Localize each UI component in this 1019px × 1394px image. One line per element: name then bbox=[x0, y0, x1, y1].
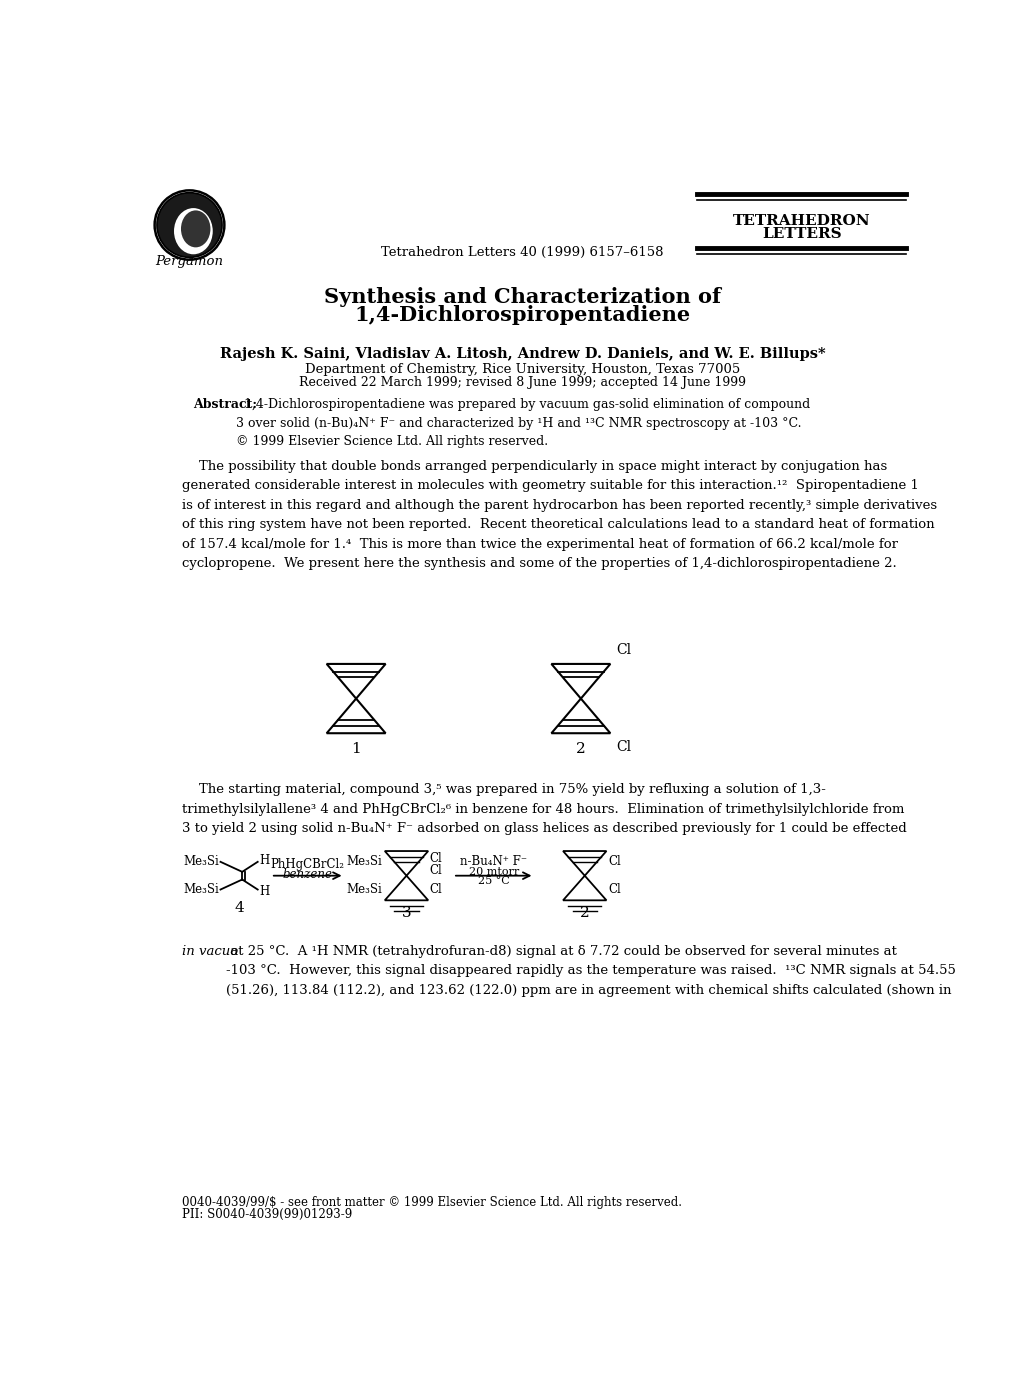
Text: Cl: Cl bbox=[615, 643, 631, 657]
Text: 1,4-Dichlorospiropentadiene was prepared by vacuum gas-solid elimination of comp: 1,4-Dichlorospiropentadiene was prepared… bbox=[235, 399, 809, 449]
Text: Cl: Cl bbox=[615, 740, 631, 754]
Text: PII: S0040-4039(99)01293-9: PII: S0040-4039(99)01293-9 bbox=[181, 1209, 352, 1221]
Text: benzene: benzene bbox=[282, 867, 332, 881]
Ellipse shape bbox=[157, 192, 222, 258]
Text: Pergamon: Pergamon bbox=[155, 255, 223, 268]
Text: Cl: Cl bbox=[429, 882, 442, 896]
Text: 2: 2 bbox=[576, 742, 585, 756]
Text: Tetrahedron Letters 40 (1999) 6157–6158: Tetrahedron Letters 40 (1999) 6157–6158 bbox=[381, 245, 663, 258]
Text: The possibility that double bonds arranged perpendicularly in space might intera: The possibility that double bonds arrang… bbox=[181, 460, 936, 570]
Text: Abstract:: Abstract: bbox=[194, 399, 257, 411]
Text: Department of Chemistry, Rice University, Houston, Texas 77005: Department of Chemistry, Rice University… bbox=[305, 364, 740, 376]
Text: 4: 4 bbox=[234, 901, 245, 914]
Text: n-Bu₄N⁺ F⁻: n-Bu₄N⁺ F⁻ bbox=[460, 856, 527, 868]
Text: H: H bbox=[259, 853, 269, 867]
Text: Me₃Si: Me₃Si bbox=[183, 882, 219, 896]
Text: 2: 2 bbox=[580, 906, 589, 920]
Text: 0040-4039/99/$ - see front matter © 1999 Elsevier Science Ltd. All rights reserv: 0040-4039/99/$ - see front matter © 1999… bbox=[181, 1196, 681, 1210]
Text: Me₃Si: Me₃Si bbox=[345, 882, 381, 896]
Text: Synthesis and Characterization of: Synthesis and Characterization of bbox=[324, 287, 720, 307]
Text: Cl: Cl bbox=[429, 852, 442, 866]
Text: Received 22 March 1999; revised 8 June 1999; accepted 14 June 1999: Received 22 March 1999; revised 8 June 1… bbox=[299, 375, 746, 389]
Text: 1: 1 bbox=[351, 742, 361, 756]
Text: 1,4-Dichlorospiropentadiene: 1,4-Dichlorospiropentadiene bbox=[355, 305, 690, 325]
Text: 20 mtorr: 20 mtorr bbox=[468, 867, 519, 877]
Text: Cl: Cl bbox=[607, 856, 621, 868]
Text: Me₃Si: Me₃Si bbox=[345, 856, 381, 868]
Text: 3: 3 bbox=[401, 906, 411, 920]
Text: PhHgCBrCl₂: PhHgCBrCl₂ bbox=[270, 859, 344, 871]
Text: H: H bbox=[259, 885, 269, 898]
Text: LETTERS: LETTERS bbox=[761, 227, 841, 241]
Ellipse shape bbox=[180, 210, 210, 247]
Text: 25 °C: 25 °C bbox=[477, 875, 510, 887]
Text: Cl: Cl bbox=[607, 882, 621, 896]
Text: in vacuo: in vacuo bbox=[181, 945, 237, 958]
Text: Cl: Cl bbox=[429, 864, 442, 877]
Ellipse shape bbox=[174, 208, 213, 254]
Text: Rajesh K. Saini, Vladislav A. Litosh, Andrew D. Daniels, and W. E. Billups*: Rajesh K. Saini, Vladislav A. Litosh, An… bbox=[220, 347, 824, 361]
Text: Me₃Si: Me₃Si bbox=[183, 856, 219, 868]
Text: The starting material, compound 3,⁵ was prepared in 75% yield by refluxing a sol: The starting material, compound 3,⁵ was … bbox=[181, 783, 906, 835]
Text: at 25 °C.  A ¹H NMR (tetrahydrofuran-d8) signal at δ 7.72 could be observed for : at 25 °C. A ¹H NMR (tetrahydrofuran-d8) … bbox=[225, 945, 955, 997]
Text: TETRAHEDRON: TETRAHEDRON bbox=[733, 215, 869, 229]
